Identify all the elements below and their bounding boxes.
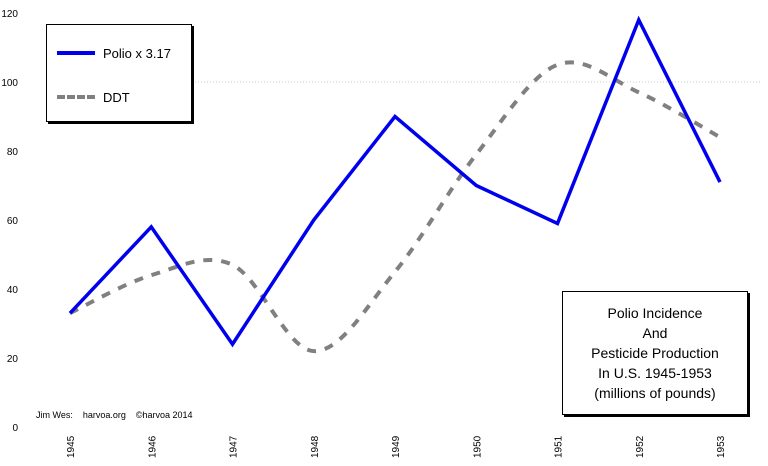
legend: Polio x 3.17 DDT — [46, 24, 192, 122]
title-line-2: And — [642, 325, 668, 341]
credit-text: Jim Wes: harvoa.org ©harvoa 2014 — [36, 410, 193, 420]
y-tick-label: 0 — [12, 423, 18, 434]
legend-swatch-ddt — [57, 95, 95, 99]
x-axis-ticks: 1945 1946 1947 1948 1949 1950 1951 1952 1953 — [66, 435, 727, 458]
y-tick-label: 120 — [1, 9, 18, 20]
x-tick-label: 1948 — [310, 435, 321, 458]
y-tick-label: 40 — [7, 285, 19, 296]
legend-label-polio: Polio x 3.17 — [103, 45, 171, 61]
title-line-3: Pesticide Production — [591, 345, 719, 361]
legend-item-ddt: DDT — [57, 87, 130, 107]
y-tick-label: 80 — [7, 147, 19, 158]
x-tick-label: 1953 — [716, 435, 727, 458]
chart-title-box: Polio Incidence And Pesticide Production… — [562, 291, 748, 415]
title-line-4: In U.S. 1945-1953 — [598, 365, 712, 381]
x-tick-label: 1951 — [554, 435, 565, 458]
x-tick-label: 1947 — [229, 435, 240, 458]
x-tick-label: 1950 — [472, 435, 483, 458]
series-line-polio — [68, 15, 722, 348]
y-axis-ticks: 0 20 40 60 80 100 120 — [1, 9, 18, 434]
series-layer — [68, 15, 722, 354]
legend-item-polio: Polio x 3.17 — [57, 43, 171, 63]
series-line-ddt — [69, 60, 721, 354]
y-tick-label: 100 — [1, 78, 18, 89]
title-line-1: Polio Incidence — [607, 305, 703, 321]
title-line-5: (millions of pounds) — [594, 385, 716, 401]
x-tick-label: 1945 — [66, 435, 77, 458]
x-tick-label: 1952 — [635, 435, 646, 458]
y-tick-label: 60 — [7, 216, 19, 227]
legend-label-ddt: DDT — [103, 89, 130, 105]
y-tick-label: 20 — [7, 354, 19, 365]
legend-swatch-polio — [57, 51, 95, 55]
x-tick-label: 1946 — [147, 435, 158, 458]
x-tick-label: 1949 — [391, 435, 402, 458]
